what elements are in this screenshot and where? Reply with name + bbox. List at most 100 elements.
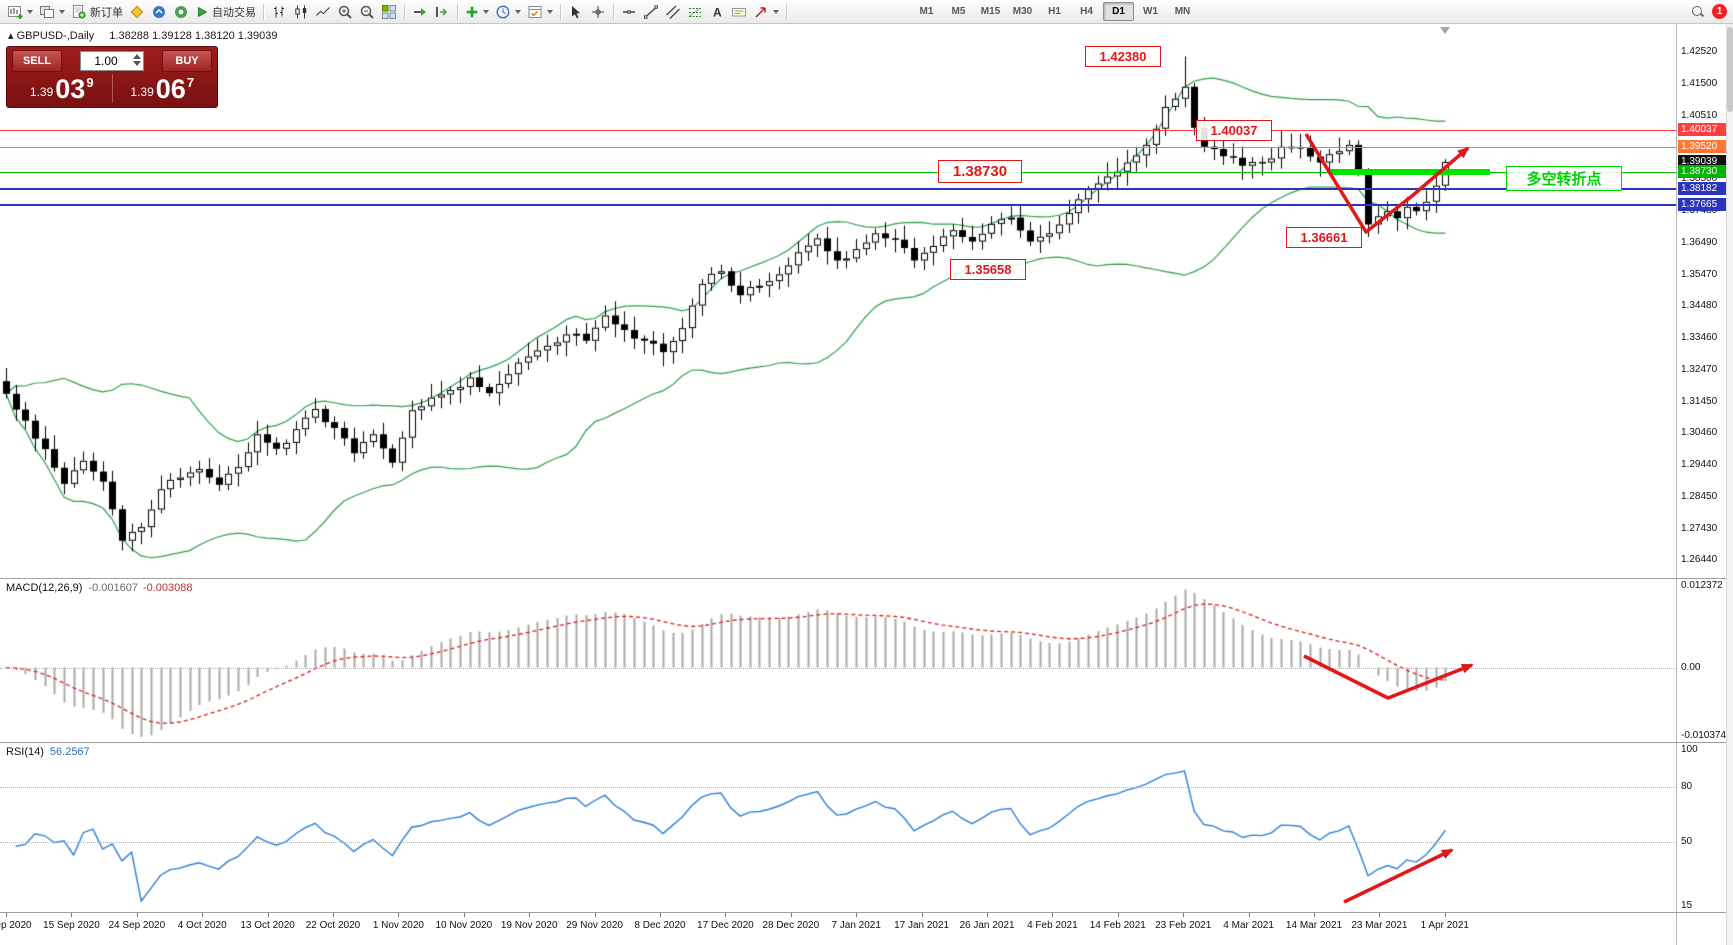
cursor-button[interactable] <box>565 2 587 22</box>
support-zone-line[interactable] <box>1330 168 1490 175</box>
time-axis-tick <box>6 913 7 917</box>
buy-price[interactable]: 1.39 06 7 <box>113 74 213 103</box>
text-tool-button[interactable]: A <box>706 2 728 22</box>
timeframe-m5[interactable]: M5 <box>951 6 966 17</box>
timeframe-d1[interactable]: D1 <box>1103 2 1134 21</box>
price-callout-140037[interactable]: 1.40037 <box>1196 120 1272 141</box>
timeframe-h1[interactable]: H1 <box>1048 6 1061 17</box>
price-axis[interactable]: 1.425201.415001.405101.385001.374801.364… <box>1676 0 1727 945</box>
time-axis-tick <box>1379 913 1381 917</box>
candlestick-chart-icon <box>295 5 307 18</box>
scrollbar-thumb[interactable] <box>1727 27 1733 112</box>
tile-windows-button[interactable] <box>378 2 400 22</box>
trendline-tool-button[interactable] <box>640 2 662 22</box>
time-axis-tick <box>1183 913 1185 917</box>
notification-badge[interactable]: 1 <box>1712 4 1727 19</box>
market-watch-icon <box>153 5 165 18</box>
turning-point-note[interactable]: 多空转折点 <box>1506 166 1622 191</box>
volume-spinner[interactable] <box>133 54 141 66</box>
auto-scroll-button[interactable] <box>409 2 431 22</box>
timeframe-m1[interactable]: M1 <box>919 6 934 17</box>
time-axis[interactable]: 5 Sep 2020 15 Sep 2020 24 Sep 2020 4 Oct 20… <box>0 913 1676 945</box>
horizontal-line-1.39520[interactable] <box>0 146 1676 148</box>
horizontal-line-tool-button[interactable] <box>618 2 640 22</box>
line-chart-icon <box>316 6 330 16</box>
one-click-toggle[interactable]: ▴ <box>8 30 14 42</box>
crosshair-button[interactable] <box>587 2 609 22</box>
timeframe-m30[interactable]: M30 <box>1012 6 1033 17</box>
ohlc-values: 1.38288 1.39128 1.38120 1.39039 <box>109 30 278 42</box>
rsi-axis-label: 50 <box>1681 835 1693 847</box>
toolbar-separator <box>560 3 561 20</box>
chart-shift-button[interactable] <box>431 2 453 22</box>
market-watch-button[interactable] <box>148 2 170 22</box>
metaeditor-button[interactable] <box>126 2 148 22</box>
zoom-in-button[interactable] <box>334 2 356 22</box>
horizontal-line-1.38182[interactable] <box>0 188 1676 191</box>
timeframe-mn[interactable]: MN <box>1174 6 1191 17</box>
vertical-scrollbar[interactable] <box>1726 24 1733 945</box>
channel-tool-button[interactable] <box>662 2 684 22</box>
search-button[interactable] <box>1689 2 1707 22</box>
profiles-button[interactable] <box>36 2 68 22</box>
price-callout-135658[interactable]: 1.35658 <box>950 259 1026 280</box>
zoom-out-button[interactable] <box>356 2 378 22</box>
timeframe-m15[interactable]: M15 <box>980 6 1001 17</box>
time-axis-label: 13 Oct 2020 <box>240 920 295 931</box>
sell-price[interactable]: 1.39 03 9 <box>12 74 113 103</box>
autotrading-play-icon <box>198 6 208 17</box>
fibonacci-icon <box>688 7 701 17</box>
toolbar-separator <box>404 3 405 20</box>
bar-chart-type-button[interactable] <box>268 2 290 22</box>
volume-input[interactable]: 1.00 <box>80 51 144 71</box>
panel-divider[interactable] <box>0 578 1733 579</box>
time-axis-tick <box>987 913 988 917</box>
equidistant-channel-icon <box>666 5 680 19</box>
new-chart-button[interactable] <box>4 2 36 22</box>
toolbar-separator <box>786 3 787 20</box>
sell-price-sup: 9 <box>86 75 94 90</box>
shapes-tool-button[interactable] <box>750 2 782 22</box>
rsi-axis-label: 100 <box>1681 744 1698 755</box>
fibonacci-tool-button[interactable] <box>684 2 706 22</box>
sell-button[interactable]: SELL <box>12 50 62 72</box>
zoom-in-icon <box>338 5 352 19</box>
new-order-button[interactable]: 新订单 <box>68 2 126 22</box>
macd-indicator-label: MACD(12,26,9) -0.001607 -0.003088 <box>6 582 193 594</box>
timeframe-h4[interactable]: H4 <box>1080 6 1093 17</box>
templates-button[interactable] <box>524 2 556 22</box>
price-callout-138730[interactable]: 1.38730 <box>938 160 1022 183</box>
autotrading-button[interactable]: 自动交易 <box>192 2 259 22</box>
periods-button[interactable] <box>492 2 524 22</box>
time-axis-label: 17 Jan 2021 <box>894 920 950 931</box>
autotrading-label: 自动交易 <box>212 6 256 19</box>
panel-divider[interactable] <box>0 742 1733 743</box>
horizontal-line-icon <box>623 9 635 14</box>
strategy-tester-button[interactable] <box>170 2 192 22</box>
horizontal-line-1.40037[interactable] <box>0 130 1676 132</box>
price-callout-136661[interactable]: 1.36661 <box>1286 227 1362 248</box>
spinner-down-icon[interactable] <box>133 61 141 66</box>
candlestick-chart-type-button[interactable] <box>290 2 312 22</box>
buy-price-prefix: 1.39 <box>130 85 154 99</box>
timeframe-w1[interactable]: W1 <box>1143 6 1158 17</box>
buy-button[interactable]: BUY <box>162 50 212 72</box>
time-axis-label: 28 Dec 2020 <box>762 920 820 931</box>
price-badge-1.39520: 1.39520 <box>1678 139 1726 153</box>
time-axis-tick <box>921 913 923 917</box>
time-axis-tick <box>202 913 204 917</box>
horizontal-line-1.38730[interactable] <box>0 171 1676 173</box>
chart-header: ▴ GBPUSD-,Daily 1.38288 1.39128 1.38120 … <box>8 29 278 42</box>
label-tool-button[interactable] <box>728 2 750 22</box>
horizontal-line-1.37665[interactable] <box>0 204 1676 207</box>
toolbar-separator <box>263 3 264 20</box>
line-chart-type-button[interactable] <box>312 2 334 22</box>
indicators-button[interactable] <box>462 2 492 22</box>
toolbar-separator <box>457 3 458 20</box>
chart-shift-marker[interactable] <box>1440 27 1450 34</box>
spinner-up-icon[interactable] <box>133 54 141 59</box>
price-callout-142380[interactable]: 1.42380 <box>1085 46 1161 67</box>
price-axis-label: 1.36490 <box>1681 236 1718 248</box>
time-axis-label: 7 Jan 2021 <box>831 920 881 931</box>
